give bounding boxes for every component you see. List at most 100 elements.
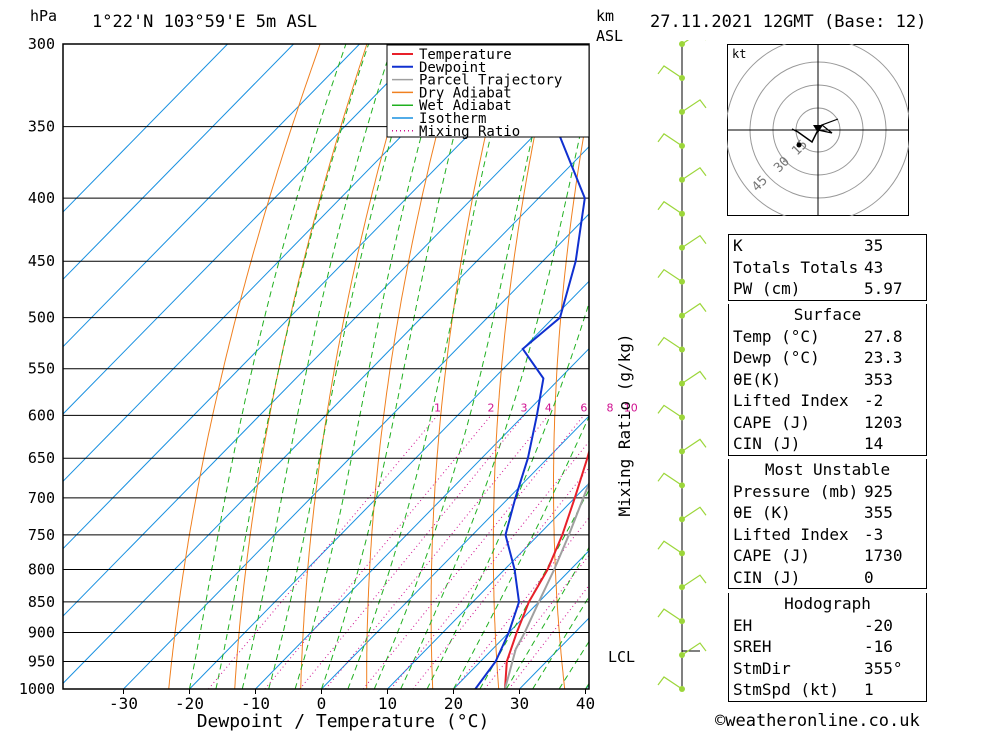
mu-li-label: Lifted Index bbox=[733, 524, 849, 544]
wind-profile bbox=[657, 40, 707, 692]
k-label: K bbox=[733, 236, 743, 255]
isotherm-line bbox=[63, 44, 558, 550]
mixing-ratio-axis-title: Mixing Ratio (g/kg) bbox=[615, 333, 634, 516]
pressure-tick-label: 300 bbox=[28, 35, 55, 53]
legend-box bbox=[386, 44, 590, 138]
lcl-label: LCL bbox=[608, 648, 636, 666]
legend-entry: Mixing Ratio bbox=[419, 124, 520, 140]
mixing-ratio-label: 6 bbox=[580, 401, 587, 414]
x-tick-label: 40 bbox=[576, 694, 595, 713]
legend-entry: Isotherm bbox=[419, 111, 486, 127]
k-value: 35 bbox=[864, 236, 884, 255]
most-unstable-title: Most Unstable bbox=[764, 460, 891, 479]
hodograph-point bbox=[796, 142, 802, 148]
skewt-chart: 1234681015202530035040045050055060065070… bbox=[19, 35, 638, 732]
surface-theta-label: θE(K) bbox=[733, 369, 782, 389]
asl-label: ASL bbox=[596, 27, 624, 45]
sreh-label: SREH bbox=[733, 637, 772, 656]
temperature-series-line bbox=[504, 448, 589, 689]
dry-adiabat-line bbox=[553, 101, 589, 689]
pressure-unit-label: hPa bbox=[30, 7, 58, 25]
wind-barb bbox=[657, 336, 683, 351]
wet-adiabat-line bbox=[373, 44, 554, 689]
x-tick-label: 30 bbox=[510, 694, 529, 713]
x-axis-title: Dewpoint / Temperature (°C) bbox=[197, 711, 490, 732]
surface-temp-label: Temp (°C) bbox=[733, 326, 820, 346]
mixing-ratio-line bbox=[264, 415, 492, 689]
dry-adiabat-line bbox=[366, 44, 462, 689]
dewpoint-series-line bbox=[474, 44, 586, 689]
copyright[interactable]: ©weatheronline.co.uk bbox=[715, 711, 920, 731]
legend-entry: Temperature bbox=[419, 47, 512, 63]
isotherm-line bbox=[321, 415, 589, 689]
legend-entry: Wet Adiabat bbox=[419, 98, 512, 114]
surface-dewp-label: Dewp (°C) bbox=[733, 348, 820, 367]
wind-barb bbox=[681, 574, 707, 588]
wind-barb bbox=[681, 99, 707, 113]
surface-temp-value: 27.8 bbox=[864, 326, 903, 346]
eh-value: -20 bbox=[864, 615, 893, 635]
surface-li-value: -2 bbox=[864, 391, 884, 410]
wind-barb bbox=[657, 608, 683, 622]
eh-label: EH bbox=[733, 615, 753, 635]
mixing-ratio-label: 8 bbox=[606, 401, 613, 414]
mixing-ratio-label: 1 bbox=[434, 401, 441, 414]
wet-adiabat-line bbox=[268, 44, 419, 689]
pw-value: 5.97 bbox=[864, 279, 903, 298]
wet-adiabat-line bbox=[453, 415, 589, 689]
x-tick-label: 10 bbox=[378, 694, 397, 713]
pressure-tick-label: 700 bbox=[28, 489, 55, 507]
pw-label: PW (cm) bbox=[733, 279, 801, 298]
pressure-tick-label: 400 bbox=[28, 189, 55, 207]
surface-dewp-value: 23.3 bbox=[864, 348, 903, 367]
mixing-ratio-line bbox=[362, 415, 585, 689]
wind-barb bbox=[681, 506, 707, 520]
wet-adiabat-line bbox=[189, 44, 347, 689]
pressure-tick-label: 950 bbox=[28, 653, 55, 671]
indices-table: K 35 Totals Totals 43 PW (cm) 5.97 bbox=[728, 234, 927, 301]
isotherm-line bbox=[453, 550, 589, 689]
axis-layer: 1234681015202530035040045050055060065070… bbox=[19, 35, 638, 732]
mu-li-value: -3 bbox=[864, 524, 884, 544]
mixing-ratio-line bbox=[390, 440, 589, 689]
stmspd-label: StmSpd (kt) bbox=[733, 680, 839, 699]
wind-barb bbox=[657, 540, 683, 554]
mu-theta-label: θE (K) bbox=[733, 503, 791, 522]
wind-barb bbox=[681, 302, 707, 317]
dry-adiabat-line bbox=[492, 44, 555, 689]
dry-adiabat-line bbox=[168, 44, 321, 689]
isotherm-line bbox=[189, 280, 589, 689]
isotherm-line bbox=[387, 482, 589, 689]
totals-totals-label: Totals Totals bbox=[733, 257, 859, 277]
isotherm-line bbox=[255, 347, 589, 689]
mu-cape-value: 1730 bbox=[864, 546, 903, 565]
surface-li-label: Lifted Index bbox=[733, 391, 849, 410]
surface-cape-label: CAPE (J) bbox=[733, 412, 811, 432]
wind-barb bbox=[681, 234, 707, 249]
mu-pressure-label: Pressure (mb) bbox=[733, 481, 859, 501]
isotherm-line bbox=[63, 44, 492, 483]
mixing-ratio-line bbox=[325, 415, 549, 689]
storm-motion-marker bbox=[813, 125, 823, 133]
wind-barb bbox=[657, 268, 683, 283]
km-label: km bbox=[596, 7, 615, 25]
mixing-ratio-label: 10 bbox=[624, 401, 638, 414]
isotherm-line bbox=[63, 44, 360, 348]
wet-adiabat-line bbox=[294, 44, 448, 689]
mixing-ratio-label: 3 bbox=[521, 401, 528, 414]
mu-cin-label: CIN (J) bbox=[733, 567, 801, 587]
datetime-title: 27.11.2021 12GMT (Base: 12) bbox=[650, 12, 927, 32]
mu-cape-label: CAPE (J) bbox=[733, 546, 811, 565]
pressure-tick-label: 350 bbox=[28, 118, 55, 136]
hodograph-title: Hodograph bbox=[784, 594, 871, 613]
hodograph-unit-label: kt bbox=[732, 47, 746, 61]
surface-theta-value: 353 bbox=[864, 369, 893, 389]
x-tick-label: -30 bbox=[109, 694, 138, 713]
wind-barb bbox=[681, 166, 707, 181]
wet-adiabat-line bbox=[400, 91, 589, 689]
hodograph-table: Hodograph EH -20 SREH -16 StmDir 355° StmSp… bbox=[728, 593, 927, 702]
surface-cin-value: 14 bbox=[864, 434, 884, 453]
stmdir-value: 355° bbox=[864, 658, 903, 678]
